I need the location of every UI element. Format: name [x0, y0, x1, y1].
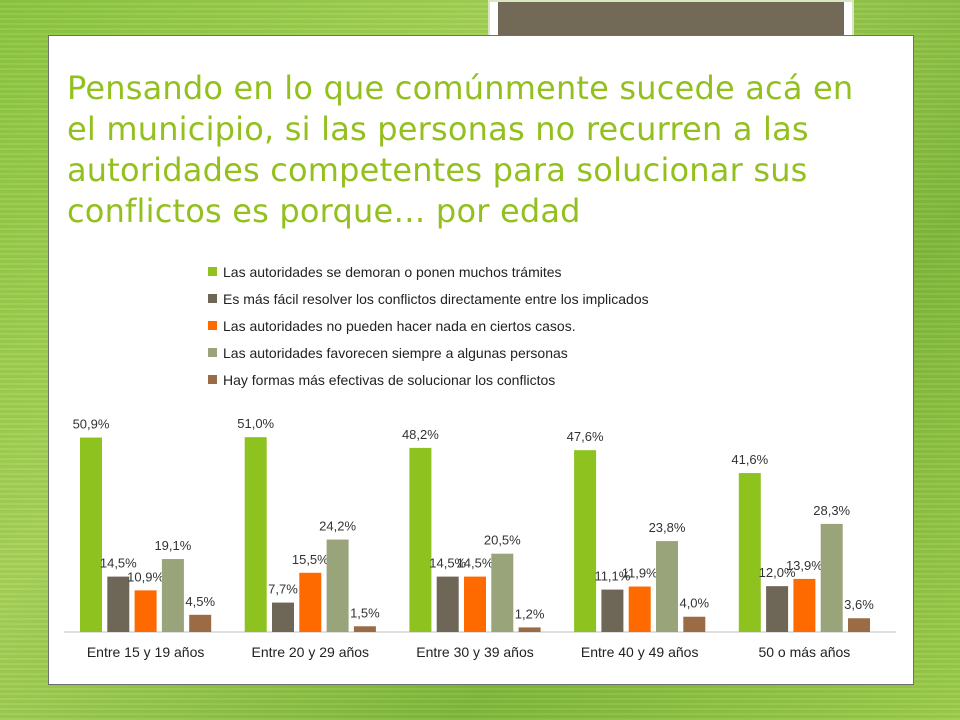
- data-label: 11,1%: [594, 569, 630, 584]
- bar: [244, 437, 267, 632]
- data-label: 11,9%: [622, 566, 658, 581]
- data-label: 28,3%: [813, 503, 850, 518]
- x-tick-label: Entre 30 y 39 años: [416, 644, 534, 660]
- data-label: 48,2%: [402, 427, 439, 442]
- bar: [601, 589, 624, 632]
- bar: [134, 590, 157, 632]
- data-label: 41,6%: [731, 452, 768, 467]
- legend-label: Hay formas más efectivas de solucionar l…: [223, 371, 556, 388]
- data-label: 12,0%: [759, 565, 796, 580]
- bar: [491, 553, 514, 632]
- bar: [683, 616, 706, 632]
- data-label: 19,1%: [154, 538, 191, 553]
- data-label: 24,2%: [319, 519, 356, 534]
- bar: [107, 576, 130, 632]
- data-label: 4,5%: [185, 594, 215, 609]
- bar: [189, 614, 212, 632]
- bar: [464, 576, 486, 632]
- data-label: 14,5%: [429, 556, 466, 571]
- bar: [628, 586, 651, 632]
- legend-swatch: [208, 294, 217, 303]
- data-label: 7,7%: [268, 582, 298, 597]
- x-tick-label: Entre 15 y 19 años: [87, 644, 205, 660]
- bar: [518, 627, 541, 632]
- bar: [766, 586, 789, 632]
- data-label: 10,9%: [127, 569, 164, 584]
- legend-swatch: [208, 375, 217, 384]
- bar: [272, 602, 294, 632]
- legend-label: Las autoridades se demoran o ponen mucho…: [223, 263, 562, 280]
- bar: [436, 576, 459, 632]
- legend-swatch: [208, 321, 217, 330]
- legend-swatch: [208, 267, 217, 276]
- legend-label: Las autoridades no pueden hacer nada en …: [223, 317, 576, 334]
- legend-item: Las autoridades no pueden hacer nada en …: [208, 312, 649, 339]
- chart-legend: Las autoridades se demoran o ponen mucho…: [208, 258, 649, 393]
- bar: [574, 450, 597, 632]
- legend-label: Las autoridades favorecen siempre a algu…: [223, 344, 568, 361]
- bar: [848, 618, 870, 632]
- bar: [793, 578, 816, 632]
- data-label: 3,6%: [844, 597, 874, 612]
- legend-item: Hay formas más efectivas de solucionar l…: [208, 366, 649, 393]
- legend-item: Es más fácil resolver los conflictos dir…: [208, 285, 649, 312]
- data-label: 1,2%: [515, 606, 545, 621]
- slide-title: Pensando en lo que comúnmente sucede acá…: [67, 69, 854, 230]
- x-tick-label: 50 o más años: [758, 644, 850, 660]
- data-label: 1,5%: [350, 605, 380, 620]
- data-label: 47,6%: [567, 429, 604, 444]
- legend-item: Las autoridades se demoran o ponen mucho…: [208, 258, 649, 285]
- legend-label: Es más fácil resolver los conflictos dir…: [223, 290, 649, 307]
- legend-item: Las autoridades favorecen siempre a algu…: [208, 339, 649, 366]
- x-tick-label: Entre 40 y 49 años: [581, 644, 699, 660]
- bar: [161, 559, 184, 632]
- bar: [409, 447, 432, 632]
- data-label: 13,9%: [786, 558, 823, 573]
- data-label: 20,5%: [484, 533, 521, 548]
- bar: [656, 541, 678, 632]
- data-label: 23,8%: [649, 520, 686, 535]
- x-tick-label: Entre 20 y 29 años: [252, 644, 370, 660]
- data-label: 4,0%: [679, 596, 709, 611]
- bar: [820, 523, 843, 632]
- bar: [353, 626, 376, 632]
- data-label: 50,9%: [73, 417, 110, 432]
- data-label: 15,5%: [292, 552, 329, 567]
- data-label: 14,5%: [457, 556, 494, 571]
- bar: [326, 539, 349, 632]
- legend-swatch: [208, 348, 217, 357]
- bar: [738, 473, 761, 632]
- bar: [299, 572, 322, 632]
- data-label: 51,0%: [237, 416, 274, 431]
- bar: [80, 437, 102, 632]
- data-label: 14,5%: [100, 556, 137, 571]
